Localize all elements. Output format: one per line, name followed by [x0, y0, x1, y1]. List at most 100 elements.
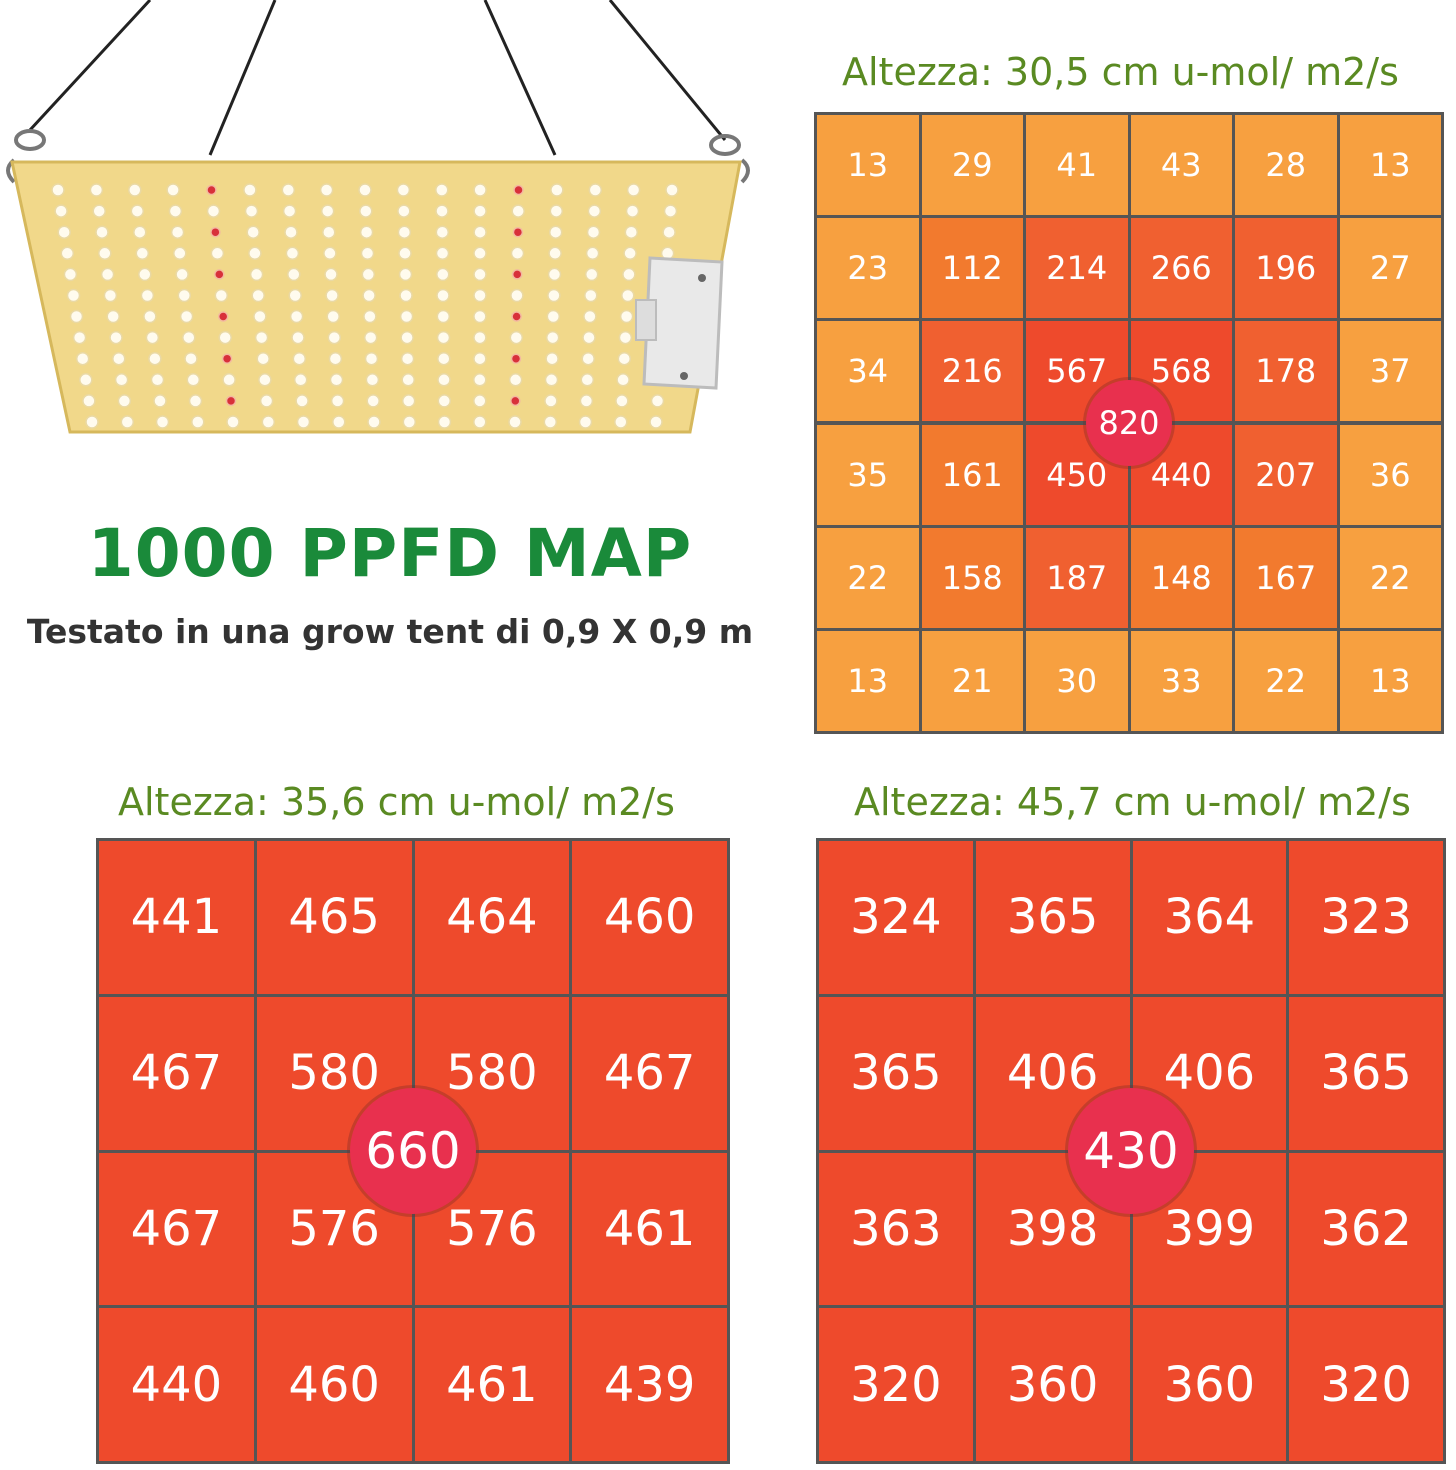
white-led: [150, 373, 165, 387]
white-led: [284, 225, 298, 239]
center-ppfd-badge: 820: [1086, 380, 1172, 466]
grid-cell: 207: [1235, 424, 1337, 525]
white-led: [191, 415, 205, 429]
white-led: [435, 204, 449, 218]
white-led: [168, 204, 183, 218]
white-led: [473, 415, 487, 429]
white-led: [546, 309, 561, 324]
grid-cell: 568: [1130, 321, 1232, 422]
grid-cell: 320: [1289, 1308, 1443, 1461]
white-led: [662, 225, 676, 239]
white-led: [437, 373, 451, 387]
white-led: [92, 204, 106, 218]
white-led: [133, 225, 147, 239]
ppfd-grid-35-6cm: 441 465 464 460 467 580 580 467 467 576 576 461 440 4…: [96, 838, 730, 1464]
white-led: [259, 394, 274, 408]
white-led: [473, 183, 487, 197]
white-led: [398, 246, 412, 261]
grid-cell: 464: [414, 841, 570, 994]
white-led: [75, 351, 90, 366]
white-led: [289, 309, 304, 324]
grid-cell: 360: [975, 1308, 1130, 1461]
grid-cell: 28: [1235, 115, 1337, 216]
white-led: [188, 394, 203, 408]
white-led: [112, 351, 126, 366]
white-led: [579, 394, 594, 408]
white-led: [179, 309, 194, 324]
white-led: [511, 204, 525, 218]
white-led: [548, 246, 562, 261]
white-led: [586, 225, 601, 239]
grid-cell: 148: [1130, 527, 1232, 628]
grid-cell: 27: [1339, 218, 1441, 319]
red-led: [206, 184, 217, 196]
white-led: [580, 373, 595, 387]
white-led: [436, 267, 450, 282]
grid-cell: 13: [1339, 115, 1441, 216]
white-led: [473, 204, 487, 218]
white-led: [366, 394, 380, 408]
white-led: [400, 351, 415, 366]
white-led: [582, 330, 596, 345]
white-led: [103, 288, 118, 303]
page-subtitle: Testato in una grow tent di 0,9 X 0,9 m: [26, 612, 754, 651]
white-led: [436, 309, 451, 324]
white-led: [588, 183, 603, 197]
white-led: [182, 330, 196, 345]
white-led: [543, 415, 558, 429]
white-led: [365, 373, 380, 387]
red-led: [513, 184, 524, 196]
white-led: [135, 246, 150, 261]
white-led: [106, 309, 120, 324]
red-led: [210, 226, 221, 238]
white-led: [510, 246, 525, 261]
hanging-cables: [28, 0, 727, 156]
grid-cell: 467: [99, 1152, 254, 1306]
grid-cell: 13: [817, 630, 919, 731]
red-led: [510, 395, 521, 407]
white-led: [60, 246, 75, 261]
white-led: [360, 246, 375, 261]
white-led: [363, 330, 378, 345]
grid-cell: 266: [1130, 218, 1232, 319]
grid-cell: 365: [1289, 996, 1443, 1150]
center-ppfd-badge: 660: [350, 1088, 476, 1214]
white-led: [261, 415, 276, 429]
grid-cell: 29: [921, 115, 1023, 216]
white-led: [626, 183, 641, 197]
white-led: [148, 351, 162, 366]
white-led: [509, 330, 524, 345]
white-led: [361, 267, 376, 282]
white-led: [214, 288, 229, 303]
white-led: [248, 246, 262, 261]
white-led: [358, 183, 372, 197]
white-led: [435, 183, 449, 197]
white-led: [587, 204, 602, 218]
grid-cell: 363: [819, 1152, 973, 1306]
white-led: [614, 415, 628, 429]
grid-cell: 439: [572, 1308, 727, 1461]
grid-cell: 216: [921, 321, 1023, 422]
white-led: [253, 309, 267, 324]
white-led: [544, 394, 558, 408]
grid-cell: 214: [1026, 218, 1128, 319]
grid-cell: 35: [817, 424, 919, 525]
white-led: [258, 373, 272, 387]
white-led: [398, 267, 413, 282]
white-led: [435, 246, 450, 261]
grid-cell: 360: [1132, 1308, 1287, 1461]
white-led: [186, 373, 201, 387]
white-led: [82, 394, 96, 408]
white-led: [473, 309, 487, 324]
white-led: [473, 246, 487, 261]
white-led: [437, 415, 452, 429]
white-led: [473, 288, 487, 303]
white-led: [367, 415, 381, 429]
white-led: [618, 330, 633, 345]
white-led: [145, 330, 160, 345]
white-led: [436, 288, 450, 303]
driver-box: [635, 256, 724, 390]
white-led: [399, 309, 414, 324]
red-led: [512, 226, 524, 238]
white-led: [54, 204, 68, 218]
